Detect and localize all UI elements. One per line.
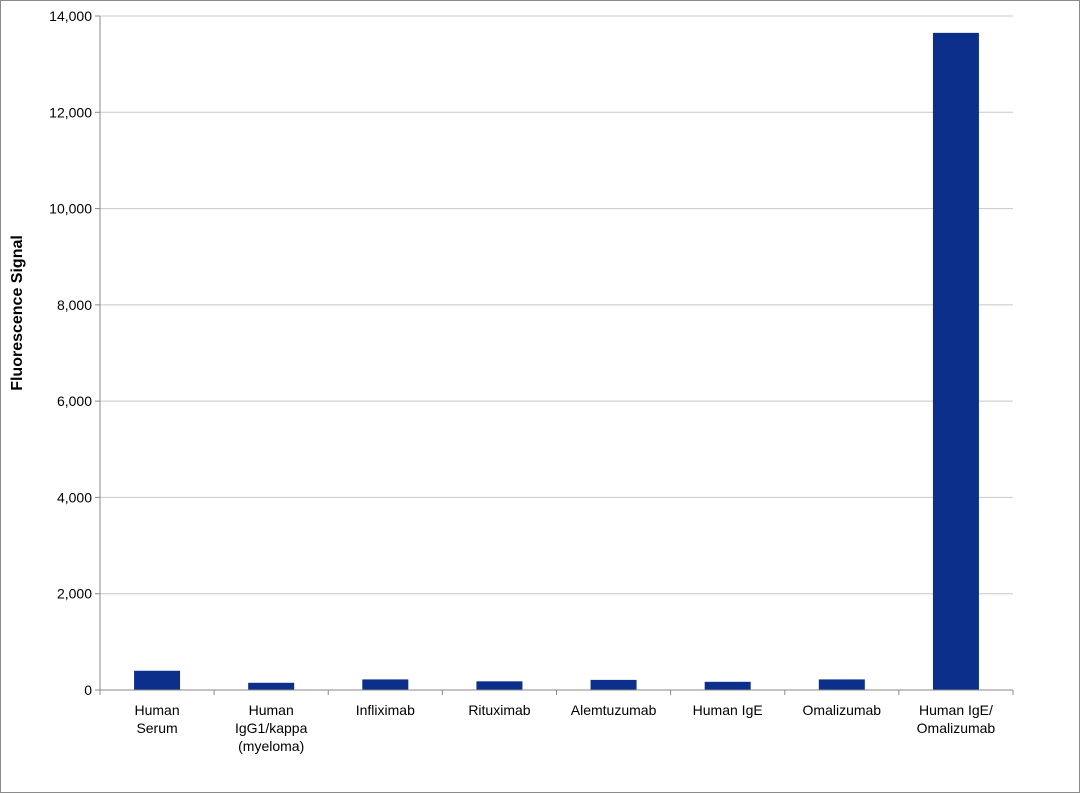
gridlines: [100, 15, 1013, 595]
bar: [704, 681, 751, 690]
bar: [818, 679, 865, 690]
bar: [134, 670, 181, 690]
bar: [590, 679, 637, 690]
bar: [362, 679, 409, 690]
x-tick-label: Human Serum: [134, 702, 179, 736]
bar: [248, 682, 295, 690]
x-tick-label: Rituximab: [468, 702, 530, 718]
x-tick-label: Alemtuzumab: [571, 702, 657, 718]
x-tick-label: Human IgE/Omalizumab: [917, 702, 996, 736]
y-tick-label: 14,000: [49, 8, 92, 24]
y-tick-label: 6,000: [57, 393, 92, 409]
x-axis-ticks: Human Serum Human IgG1/kappa (myeloma) Inflix…: [99, 690, 1014, 754]
y-axis-ticks: 0 2,000 4,000 6,000 8,000 10,000 12,000 14,000: [49, 8, 100, 698]
x-tick-label: Omalizumab: [803, 702, 882, 718]
y-tick-label: 10,000: [49, 201, 92, 217]
y-axis-label: Fluorescence Signal: [9, 235, 26, 391]
y-tick-label: 0: [84, 682, 92, 698]
y-tick-label: 2,000: [57, 586, 92, 602]
y-tick-label: 8,000: [57, 297, 92, 313]
bars: [134, 32, 979, 691]
x-tick-label: Infliximab: [356, 702, 415, 718]
x-tick-label: Human IgG1/kappa (myeloma): [235, 702, 308, 754]
y-tick-label: 4,000: [57, 489, 92, 505]
y-tick-label: 12,000: [49, 104, 92, 120]
bar: [932, 32, 979, 691]
x-tick-label: Human IgE: [693, 702, 763, 718]
bar: [476, 681, 523, 690]
